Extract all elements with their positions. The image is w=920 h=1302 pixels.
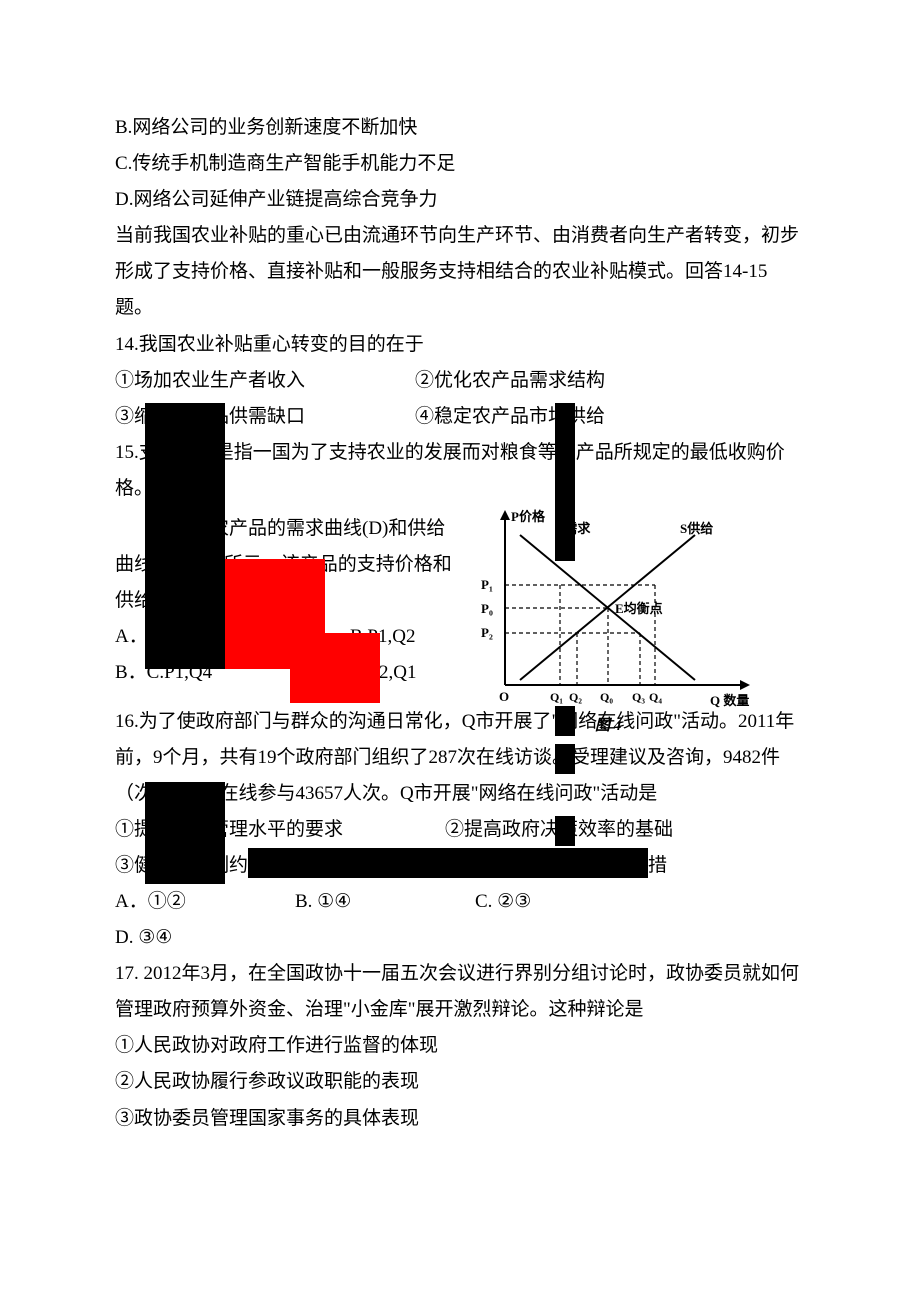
- y-label: P价格: [511, 509, 546, 524]
- q4-tick: Q₄: [649, 690, 662, 704]
- intro-14-15: 当前我国农业补贴的重心已由流通环节向生产环节、由消费者向生产者转变，初步形成了支…: [115, 218, 805, 326]
- q14-o2: ②优化农产品需求结构: [415, 363, 715, 399]
- q16-c: C. ②③: [475, 884, 655, 920]
- redaction-black-6: [555, 816, 575, 846]
- q17-stem: 17. 2012年3月，在全国政协十一届五次会议进行界别分组讨论时，政协委员就如…: [115, 956, 805, 1028]
- origin-o: O: [499, 689, 509, 704]
- q14-o1: ①场加农业生产者收入: [115, 363, 415, 399]
- q16-d: D. ③④: [115, 920, 335, 956]
- p2-tick: P₂: [481, 625, 493, 640]
- q17-o2: ②人民政协履行参政议政职能的表现: [115, 1064, 805, 1100]
- q16-a: A．①②: [115, 884, 295, 920]
- redaction-black-1: [145, 403, 225, 669]
- redaction-black-2: [555, 403, 575, 561]
- redaction-black-3: [248, 848, 648, 878]
- redaction-black-4: [555, 706, 575, 736]
- q3-tick: Q₃: [632, 690, 645, 704]
- q2-tick: Q₂: [569, 690, 582, 704]
- p0-tick: P₀: [481, 601, 493, 616]
- option-c-prev: C.传统手机制造商生产智能手机能力不足: [115, 146, 805, 182]
- q1-tick: Q₁: [550, 690, 563, 704]
- redaction-black-7: [145, 782, 225, 884]
- q14-stem: 14.我国农业补贴重心转变的目的在于: [115, 327, 805, 363]
- supply-demand-chart: P价格 Q 数量 D需求 S供给 E均衡点 P₁ P₀ P₂ O Q₁ Q₂ Q…: [465, 505, 765, 735]
- q15-chart-wrap: 我国某农产品的需求曲线(D)和供给曲线(S)如图4所示。该产品的支持价格和供给数…: [115, 511, 805, 691]
- q14-row1: ①场加农业生产者收入 ②优化农产品需求结构: [115, 363, 805, 399]
- q16-block: 16.为了使政府部门与群众的沟通日常化，Q市开展了"网络在线问政"活动。2011…: [115, 704, 805, 957]
- p1-tick: P₁: [481, 577, 493, 592]
- option-d-prev: D.网络公司延伸产业链提高综合竞争力: [115, 182, 805, 218]
- q16-b: B. ①④: [295, 884, 475, 920]
- q17-o1: ①人民政协对政府工作进行监督的体现: [115, 1028, 805, 1064]
- document-page: B.网络公司的业务创新速度不断加快 C.传统手机制造商生产智能手机能力不足 D.…: [0, 0, 920, 1197]
- option-b-prev: B.网络公司的业务创新速度不断加快: [115, 110, 805, 146]
- supply-label: S供给: [680, 521, 713, 536]
- redaction-red-2: [290, 633, 380, 703]
- q16-o3-tail: 措: [648, 848, 667, 884]
- redaction-black-5: [555, 744, 575, 774]
- q16-answers: A．①② B. ①④ C. ②③ D. ③④: [115, 884, 805, 956]
- q17-o3: ③政协委员管理国家事务的具体表现: [115, 1101, 805, 1137]
- eq-label: E均衡点: [615, 601, 663, 616]
- q0-tick: Q₀: [600, 690, 613, 704]
